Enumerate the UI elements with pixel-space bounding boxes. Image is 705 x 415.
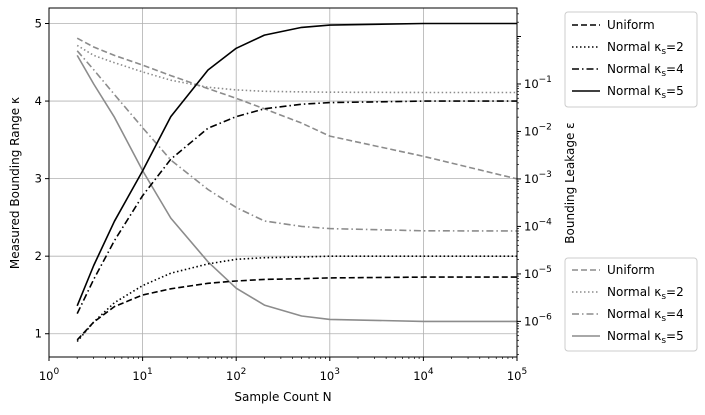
- y-axis-right: 10−1 10−2 10−3 10−4 10−5 10−6: [517, 13, 552, 355]
- series-line-eps: [76, 50, 518, 232]
- series-line-eps: [76, 55, 517, 323]
- y-right-tick-label: 10−4: [524, 217, 552, 233]
- y-axis-left-label: Measured Bounding Range κ: [8, 97, 22, 269]
- x-tick-label: 104: [413, 367, 434, 383]
- y-right-tick-label: 10−1: [524, 75, 552, 91]
- series-line-kappa: [76, 100, 517, 314]
- series-group: [76, 22, 518, 343]
- y-left-tick-label: 1: [35, 327, 42, 341]
- y-left-tick-label: 2: [35, 249, 42, 263]
- plot-frame: [48, 7, 518, 358]
- y-right-tick-label: 10−6: [524, 312, 552, 328]
- y-right-tick-label: 10−3: [524, 170, 552, 186]
- series-line-kappa: [76, 255, 517, 343]
- y-left-tick-label: 3: [35, 172, 42, 186]
- legend-eps-entry-label: Uniform: [607, 263, 655, 277]
- series-line-eps: [76, 44, 517, 94]
- y-axis-right-label: Bounding Leakage ε: [563, 122, 577, 243]
- y-left-tick-label: 5: [35, 17, 42, 31]
- x-tick-label: 101: [132, 367, 152, 383]
- y-left-tick-label: 4: [35, 94, 42, 108]
- series-line-eps: [76, 37, 518, 180]
- x-tick-label: 100: [39, 367, 60, 383]
- y-right-tick-label: 10−5: [524, 265, 552, 281]
- x-tick-label: 105: [507, 367, 527, 383]
- legend-kappa-box: [564, 11, 698, 108]
- x-axis: 100 101 102 103 104 105: [39, 357, 527, 383]
- x-tick-label: 102: [226, 367, 246, 383]
- legend-eps-box: [564, 257, 698, 352]
- series-line-kappa: [76, 276, 517, 341]
- y-axis-left: 1 2 3 4 5: [35, 17, 49, 341]
- x-axis-label: Sample Count N: [234, 390, 331, 404]
- y-right-tick-label: 10−2: [524, 122, 552, 138]
- series-line-kappa: [76, 22, 517, 307]
- legend-kappa-entry-label: Uniform: [607, 18, 655, 32]
- x-tick-label: 103: [320, 367, 340, 383]
